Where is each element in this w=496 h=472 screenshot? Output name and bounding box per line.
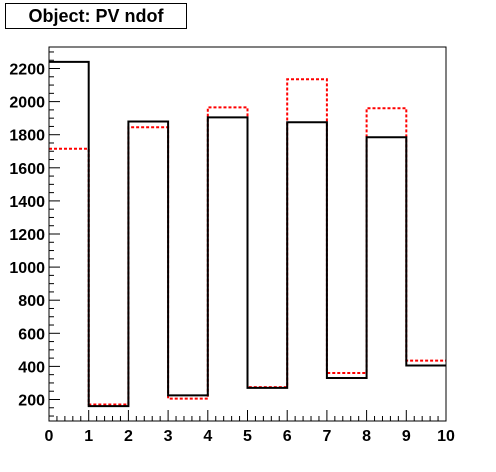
chart-title: Object: PV ndof [5,3,187,29]
y-tick-label: 1800 [9,128,45,145]
x-tick-label: 7 [322,428,331,445]
x-tick-label: 8 [362,428,371,445]
y-tick-label: 800 [18,293,45,310]
y-tick-label: 400 [18,359,45,376]
x-tick-label: 1 [84,428,93,445]
x-tick-label: 4 [203,428,212,445]
y-tick-label: 200 [18,392,45,409]
histogram-series-1 [49,60,446,408]
y-tick-label: 1200 [9,227,45,244]
x-tick-label: 9 [402,428,411,445]
x-tick-label: 3 [164,428,173,445]
y-tick-label: 1600 [9,161,45,178]
x-tick-label: 6 [283,428,292,445]
y-tick-label: 1000 [9,260,45,277]
y-tick-label: 1400 [9,194,45,211]
x-tick-label: 10 [437,428,455,445]
y-tick-label: 2000 [9,95,45,112]
plot-area [49,60,446,408]
y-tick-label: 2200 [9,62,45,79]
x-tick-label: 2 [124,428,133,445]
y-tick-label: 600 [18,326,45,343]
axes: 0 1 2 3 4 5 6 7 8 9 10 200 400 600 800 1000 1200 1400 1600… [9,46,455,445]
x-tick-label: 0 [45,428,54,445]
x-tick-label: 5 [243,428,252,445]
